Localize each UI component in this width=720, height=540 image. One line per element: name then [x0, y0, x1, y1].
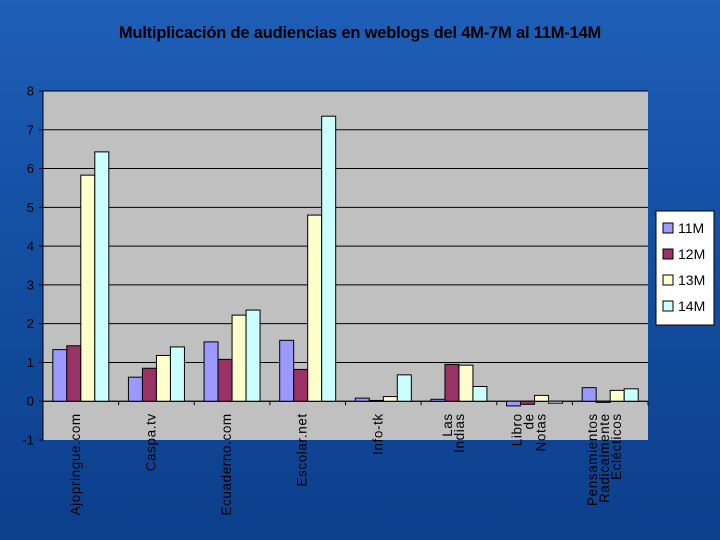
x-tick-label-line: Las — [440, 413, 455, 437]
legend-label: 11M — [678, 220, 704, 236]
x-tick-label: Caspa.tv — [143, 413, 158, 471]
bar-12m-4 — [368, 399, 384, 402]
x-tick-label-line: Libro — [510, 413, 525, 446]
legend-swatch-14m — [662, 300, 674, 312]
bar-13m-5 — [458, 364, 474, 402]
bar-11m-7 — [581, 387, 597, 402]
bar-13m-7 — [609, 389, 625, 402]
bar-12m-3 — [293, 368, 309, 402]
bar-13m-4 — [382, 396, 398, 402]
legend-swatch-11m — [662, 222, 674, 234]
bar-11m-4 — [354, 397, 370, 402]
x-tick-label: Escolar.net — [295, 413, 310, 486]
x-tick-label-line: Pensamientos — [585, 413, 600, 506]
bar-11m-1 — [127, 376, 143, 402]
legend-label: 14M — [678, 298, 705, 314]
bar-12m-0 — [66, 345, 82, 402]
x-tick-label-line: Ajopringue.com — [68, 413, 83, 515]
bar-14m-0 — [94, 151, 110, 402]
legend-swatch-12m — [662, 248, 674, 260]
x-tick-label: Ecuaderno.com — [219, 413, 234, 515]
bar-14m-5 — [472, 385, 488, 402]
y-tick-label: 5 — [27, 200, 34, 215]
y-tick-label: 8 — [27, 84, 34, 99]
legend-swatch-13m — [662, 274, 674, 286]
x-tick-label-line: de — [522, 413, 537, 429]
y-tick-label: 3 — [27, 277, 34, 292]
y-tick-label: -1 — [22, 433, 34, 448]
bar-11m-2 — [203, 341, 219, 402]
bar-12m-1 — [141, 367, 157, 402]
bar-14m-1 — [169, 346, 185, 402]
y-tick-label: 2 — [27, 316, 34, 331]
bar-11m-6 — [506, 400, 522, 407]
y-tick-label: 0 — [27, 394, 34, 409]
bar-14m-2 — [245, 309, 261, 402]
y-tick-label: 7 — [27, 122, 34, 137]
y-tick-label: 4 — [27, 239, 34, 254]
x-tick-label-line: Radicalmente — [597, 413, 612, 503]
bar-12m-5 — [444, 363, 460, 402]
bar-14m-4 — [396, 374, 412, 402]
legend-label: 12M — [678, 246, 705, 262]
bar-13m-2 — [231, 314, 247, 402]
bar-12m-7 — [595, 400, 611, 403]
x-tick-label-line: Info-tk — [370, 413, 385, 455]
bar-13m-3 — [307, 214, 323, 402]
bar-14m-6 — [548, 400, 564, 404]
x-tick-label-line: Caspa.tv — [143, 413, 158, 471]
x-tick-label-line: Eclécticos — [609, 413, 624, 480]
bar-13m-1 — [155, 354, 171, 402]
bar-14m-3 — [321, 115, 337, 402]
x-tick-label: Info-tk — [370, 413, 385, 455]
bar-13m-0 — [80, 174, 96, 402]
bar-13m-6 — [534, 394, 550, 402]
x-tick-label-line: Escolar.net — [295, 413, 310, 486]
bar-11m-5 — [430, 398, 446, 402]
y-tick-label: 1 — [27, 355, 34, 370]
x-tick-label-line: Ecuaderno.com — [219, 413, 234, 515]
bar-11m-3 — [279, 339, 295, 402]
x-tick-label-line: Notas — [534, 413, 549, 451]
bar-14m-7 — [623, 388, 639, 402]
bar-12m-6 — [520, 400, 536, 405]
x-tick-label-line: Indias — [452, 413, 467, 453]
y-tick-label: 6 — [27, 161, 34, 176]
x-tick-label: Ajopringue.com — [68, 413, 83, 515]
bar-12m-2 — [217, 358, 233, 402]
legend-label: 13M — [678, 272, 705, 288]
chart-title: Multiplicación de audiencias en weblogs … — [118, 24, 602, 42]
bar-11m-0 — [52, 349, 68, 402]
